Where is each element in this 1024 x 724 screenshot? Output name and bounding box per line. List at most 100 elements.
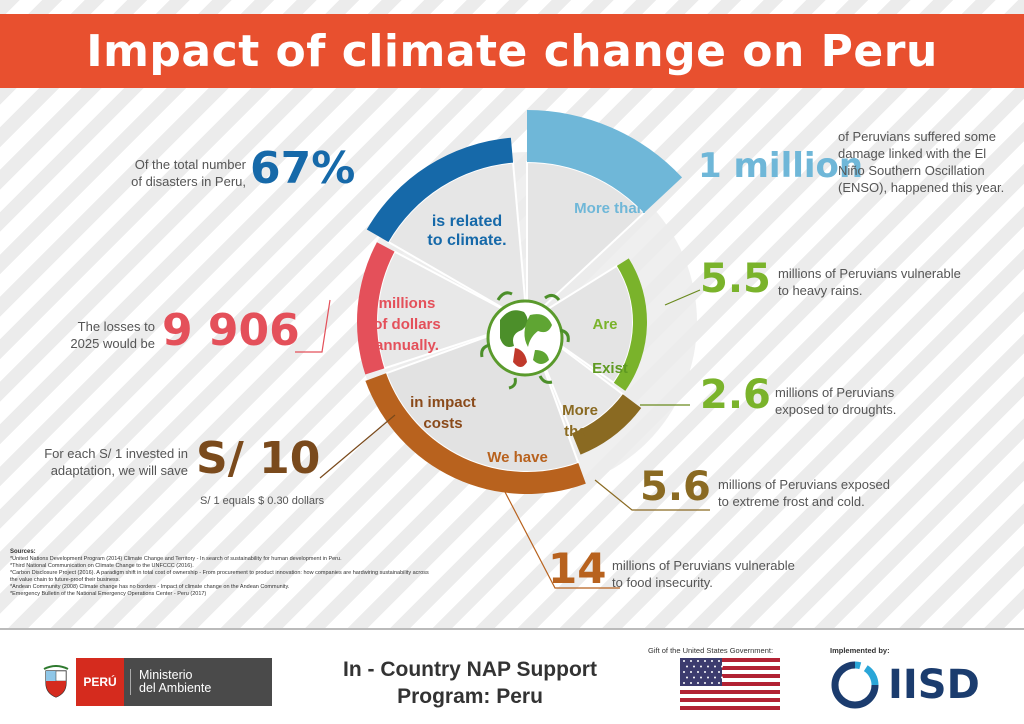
flag-star (711, 660, 713, 662)
peru-label: PERÚ (76, 658, 124, 706)
savings-value: S/ 10 (196, 433, 321, 484)
droughts-text: millions of Peruvians exposed to drought… (775, 385, 897, 417)
frost-text: millions of Peruvians exposed to extreme… (718, 477, 890, 509)
source-item: *Andean Community (2008) Climate change … (10, 584, 290, 590)
flag-star (721, 676, 723, 679)
flag-star (693, 665, 695, 668)
source-item: *United Nations Development Program (201… (10, 556, 342, 562)
disasters-text: Of the total number of disasters in Peru… (131, 157, 246, 189)
ministry-name: Ministerio del Ambiente (130, 669, 211, 695)
flag-stripe (680, 658, 780, 662)
flag-star (718, 682, 720, 684)
arc-brown (365, 373, 586, 495)
flag-stripe (680, 698, 780, 702)
flag-stripe (680, 690, 780, 694)
sources-block: Sources: *United Nations Development Pro… (10, 549, 430, 598)
flag-stripe (680, 674, 780, 678)
flag-star (697, 660, 699, 662)
flag-star (704, 682, 706, 684)
iisd-logo: IISD (830, 660, 980, 710)
flag-star (714, 665, 716, 668)
flag-star (700, 665, 702, 668)
flag-star (683, 671, 685, 673)
segment-label-green1: Are (592, 316, 618, 333)
radial-infographic (295, 110, 710, 589)
rains-text: millions of Peruvians vulnerable to heav… (778, 266, 961, 298)
flag-star (686, 676, 688, 679)
flag-star (697, 682, 699, 684)
flag-star (700, 676, 702, 679)
footer: PERÚ Ministerio del Ambiente In - Countr… (0, 628, 1024, 724)
iisd-label: IISD (888, 662, 980, 708)
iisd-ring-icon (831, 661, 879, 709)
flag-star (711, 671, 713, 673)
flag-stripe (680, 678, 780, 682)
arc-green (613, 258, 647, 391)
arc-lightblue (527, 110, 683, 213)
gift-label: Gift of the United States Government: (648, 646, 774, 655)
rains-value: 5.5 (700, 256, 771, 302)
losses-value: 9 906 (162, 305, 300, 356)
arc-olive (571, 394, 642, 455)
connector-losses (295, 299, 331, 353)
flag-stripe (680, 682, 780, 686)
flag-star (683, 682, 685, 684)
flag-star (683, 660, 685, 662)
connector-food (504, 491, 620, 589)
connector-savings (319, 414, 396, 479)
food-value: 14 (548, 544, 607, 593)
title-banner: Impact of climate change on Peru (0, 14, 1024, 88)
us-flag-icon (680, 658, 780, 710)
disasters-value: 67% (250, 143, 356, 194)
food-text: millions of Peruvians vulnerable to food… (612, 558, 795, 590)
droughts-value: 2.6 (700, 372, 771, 418)
flag-star (690, 671, 692, 673)
segment-label-blue: is related to climate. (427, 213, 507, 249)
flag-star (690, 660, 692, 662)
connector-rains (664, 289, 701, 306)
enso-value: 1 million (698, 146, 864, 186)
source-item: *Emergency Bulletin of the National Emer… (10, 591, 207, 597)
savings-note: S/ 1 equals $ 0.30 dollars (200, 495, 325, 507)
enso-text: of Peruvians suffered some damage linked… (838, 129, 1005, 195)
flag-stripe (680, 686, 780, 690)
frost-value: 5.6 (640, 464, 711, 510)
arc-red (357, 242, 395, 375)
flag-stripe (680, 702, 780, 706)
implemented-label: Implemented by: (830, 646, 890, 655)
flag-star (721, 665, 723, 668)
source-item: *Carbon Disclosure Project (2016). A par… (10, 570, 429, 583)
sector-green (525, 264, 634, 385)
flag-star (697, 671, 699, 673)
flag-stripe (680, 662, 780, 666)
segment-label-lightblue: More than (574, 200, 646, 217)
sector-blue (387, 161, 529, 324)
segment-label-brown: We have (487, 449, 548, 466)
losses-text: The losses to 2025 would be (70, 319, 155, 351)
flag-star (693, 676, 695, 679)
source-item: *Third National Communication on Climate… (10, 563, 194, 569)
arc-blue (366, 137, 514, 242)
savings-text: For each S/ 1 invested in adaptation, we… (44, 446, 188, 478)
sector-lightblue (526, 160, 646, 325)
flag-star (704, 660, 706, 662)
segment-label-red: millions of dollars annually. (373, 295, 441, 354)
page-title: Impact of climate change on Peru (86, 25, 938, 77)
flag-stripe (680, 694, 780, 698)
flag-stripe (680, 706, 780, 710)
connector-frost (594, 479, 710, 511)
flag-star (718, 660, 720, 662)
flag-star (707, 665, 709, 668)
flag-star (714, 676, 716, 679)
flag-stripe (680, 670, 780, 674)
flag-star (711, 682, 713, 684)
flag-star (686, 665, 688, 668)
sources-heading: Sources: (10, 549, 36, 555)
segment-label-brown2: in impact costs (410, 394, 476, 432)
flag-star (707, 676, 709, 679)
ministry-logo: PERÚ Ministerio del Ambiente (36, 658, 272, 706)
segment-label-olive: More than (562, 402, 598, 440)
earth-with-leaves-icon (480, 291, 570, 390)
flag-stripe (680, 666, 780, 670)
flag-star (690, 682, 692, 684)
